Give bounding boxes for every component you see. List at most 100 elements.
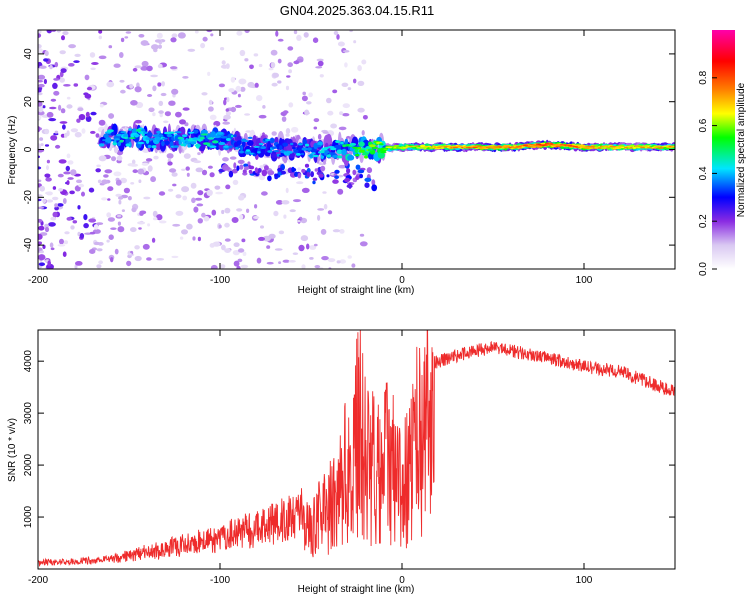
heatmap-noise-blob (235, 104, 242, 108)
heatmap-noise-blob (101, 179, 108, 185)
heatmap-noise-blob (91, 62, 99, 65)
heatmap-tail-blob (306, 171, 310, 178)
heatmap-tail-blob (249, 170, 253, 174)
heatmap-noise-blob (44, 128, 50, 135)
heatmap-noise-blob (337, 188, 344, 195)
heatmap-noise-blob (127, 252, 132, 256)
heatmap-noise-blob (125, 31, 132, 34)
heatmap-noise-blob (66, 217, 72, 221)
heatmap-noise-blob (57, 173, 64, 178)
heatmap-noise-blob (120, 177, 127, 184)
heatmap-tail-blob (310, 171, 314, 178)
heatmap-noise-blob (285, 133, 290, 137)
heatmap-noise-blob (108, 113, 115, 119)
heatmap-ridge-blob (271, 146, 278, 150)
heatmap-noise-blob (288, 69, 292, 74)
heatmap-noise-blob (209, 243, 215, 248)
heatmap-noise-blob (304, 109, 310, 116)
heatmap-ridge-blob (226, 138, 231, 141)
heatmap-noise-blob (181, 186, 190, 193)
heatmap-noise-blob (224, 207, 231, 214)
heatmap-tail-blob (326, 174, 330, 178)
heatmap-noise-blob (58, 188, 63, 192)
heatmap-noise-blob (214, 185, 221, 190)
heatmap-noise-blob (268, 233, 276, 239)
heatmap-noise-blob (63, 84, 71, 87)
heatmap-ridge-blob (120, 131, 127, 134)
heatmap-noise-blob (301, 95, 308, 102)
heatmap-noise-blob (70, 169, 77, 176)
heatmap-noise-blob (201, 92, 208, 96)
snr-line-segment (569, 358, 675, 397)
snr-x-ticks: -200 -100 0 100 (28, 330, 593, 586)
heatmap-ridge-blob (104, 142, 108, 145)
heatmap-ridge-blob (128, 137, 136, 140)
snr-line-segment (356, 330, 465, 549)
heatmap-ridge-blob (383, 148, 388, 150)
heatmap-noise-blob (134, 245, 140, 250)
heatmap-ridge-blob (161, 140, 165, 147)
heatmap-ridge-blob (194, 144, 201, 147)
heatmap-noise-blob (322, 191, 327, 194)
heatmap-noise-blob (163, 120, 169, 124)
heatmap-noise-blob (347, 255, 352, 259)
heatmap-noise-blob (218, 224, 222, 229)
heatmap-noise-blob (262, 105, 266, 109)
heatmap-noise-blob (98, 155, 107, 162)
heatmap-tail-blob (334, 175, 339, 179)
heatmap-noise-blob (39, 137, 44, 141)
heatmap-noise-blob (42, 244, 46, 249)
heatmap-noise-blob (39, 250, 44, 254)
heatmap-ridge-blob (656, 145, 661, 147)
heatmap-noise-blob (333, 30, 339, 36)
heatmap-noise-blob (258, 114, 267, 119)
heatmap-noise-blob (88, 218, 97, 223)
heatmap-ridge-blob (117, 141, 122, 147)
heatmap-ridge-blob (214, 135, 221, 139)
heatmap-noise-blob (108, 234, 114, 240)
heatmap-ridge-blob (143, 131, 148, 134)
heatmap-noise-blob (99, 103, 104, 108)
heatmap-ridge-blob (420, 144, 426, 148)
heatmap-noise-blob (241, 238, 246, 243)
snr-line-segment (38, 545, 145, 567)
colorbar-gradient (712, 30, 735, 269)
colorbar-tick-label: 0.4 (698, 166, 709, 180)
heatmap-ridge-blob (257, 151, 261, 154)
heatmap-noise-blob (73, 60, 80, 63)
heatmap-noise-blob (44, 50, 49, 57)
heatmap-ridge-blob (377, 151, 385, 159)
heatmap-ridge-blob (146, 132, 153, 138)
heatmap-ridge-blob (145, 138, 150, 144)
heatmap-noise-blob (330, 123, 337, 129)
heatmap-noise-blob (179, 119, 186, 125)
heatmap-ridge-blob (174, 131, 182, 134)
heatmap-noise-blob (226, 96, 230, 103)
heatmap-noise-blob (74, 131, 82, 138)
heatmap-noise-blob (206, 189, 213, 196)
heatmap-ridge-blob (526, 146, 533, 148)
heatmap-noise-blob (194, 30, 199, 34)
heatmap-tail-blob (294, 171, 298, 177)
heatmap-noise-blob (68, 44, 76, 49)
heatmap-ridge-blob (173, 145, 179, 148)
heatmap-noise-blob (230, 76, 236, 83)
heatmap-noise-blob (339, 229, 345, 234)
heatmap-y-tick-label: 20 (23, 96, 34, 108)
heatmap-noise-blob (115, 193, 122, 197)
heatmap-noise-blob (140, 66, 148, 71)
heatmap-noise-blob (132, 67, 138, 72)
heatmap-ridge-blob (177, 136, 183, 140)
heatmap-tail-blob (261, 169, 268, 177)
heatmap-tail-blob (346, 168, 351, 174)
heatmap-noise-blob (49, 65, 53, 70)
heatmap-noise-blob (225, 108, 229, 112)
heatmap-ridge-blob (505, 145, 511, 148)
heatmap-ridge-blob (110, 139, 115, 142)
heatmap-noise-blob (327, 210, 333, 215)
heatmap-noise-blob (38, 179, 42, 183)
heatmap-ridge-blob (228, 145, 233, 149)
heatmap-ridge-blob (358, 149, 365, 153)
heatmap-ridge-blob (358, 141, 365, 147)
heatmap-noise-blob (238, 78, 247, 85)
